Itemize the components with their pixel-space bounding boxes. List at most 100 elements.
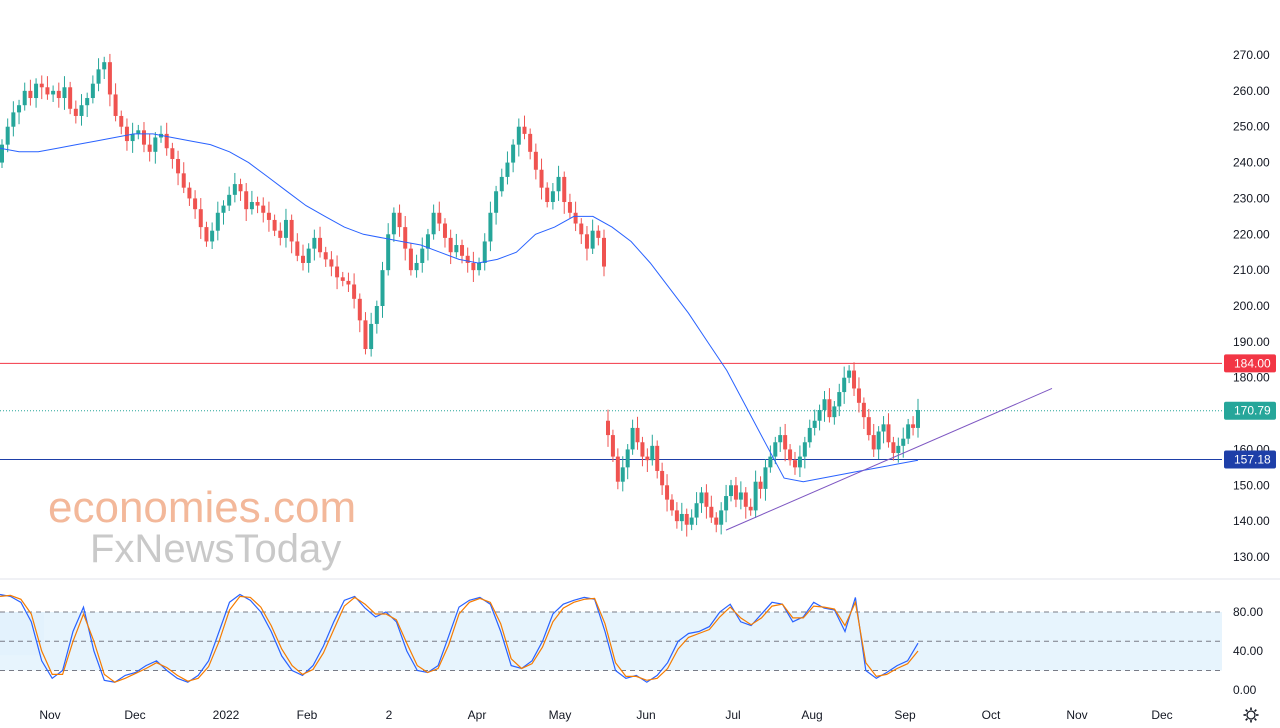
candle-body: [289, 219, 294, 242]
candle-body: [68, 87, 73, 109]
candle-body: [204, 227, 209, 242]
watermark: economies.com FxNewsToday: [48, 483, 356, 571]
candle-body: [62, 87, 67, 99]
stochastic-panel: [0, 593, 919, 683]
candle-body: [477, 262, 482, 271]
candle-body: [669, 499, 674, 511]
candle-body: [861, 402, 866, 418]
candle-body: [380, 270, 385, 306]
candles: [0, 53, 920, 537]
price-tick-label: 270.00: [1233, 48, 1270, 62]
gear-icon-tooth: [1253, 717, 1257, 721]
time-tick-label: Nov: [1066, 708, 1087, 722]
stoch-line-0[interactable]: [0, 593, 919, 683]
candle-body: [323, 252, 328, 260]
gear-icon-tooth: [1253, 709, 1257, 713]
candle-body: [511, 144, 516, 163]
candle-body: [39, 83, 44, 88]
candle-body: [567, 202, 572, 213]
candle-body: [312, 237, 317, 249]
candle-body: [522, 126, 527, 134]
trendline[interactable]: [725, 388, 1053, 531]
candle-body: [369, 323, 374, 350]
level-badge-184-bg: [1224, 354, 1276, 373]
price-tick-label: 190.00: [1233, 335, 1270, 349]
candle-body: [28, 90, 33, 99]
stoch-tick-label: 80.00: [1233, 605, 1263, 619]
stochastic-band: [0, 611, 1222, 671]
candle-body: [147, 144, 152, 152]
price-tick-label: 210.00: [1233, 263, 1270, 277]
price-tick-label: 150.00: [1233, 478, 1270, 492]
last-price-badge: 170.79: [1234, 404, 1271, 418]
candle-body: [374, 306, 379, 324]
candle-body: [896, 445, 901, 454]
candle-body: [748, 506, 753, 511]
candle-body: [606, 420, 610, 436]
time-tick-label: 2022: [213, 708, 240, 722]
candle-body: [556, 176, 561, 192]
gear-icon-center: [1246, 710, 1256, 720]
candle-body: [911, 424, 916, 428]
candle-body: [5, 126, 10, 145]
candle-body: [164, 133, 169, 149]
candle-body: [733, 485, 738, 500]
candle-body: [102, 62, 107, 70]
candle-body: [85, 98, 90, 106]
candle-body: [842, 377, 847, 393]
price-tick-label: 230.00: [1233, 191, 1270, 205]
candle-body: [73, 108, 78, 116]
candle-body: [792, 460, 797, 468]
candle-body: [847, 370, 852, 378]
candle-body: [266, 212, 271, 220]
candle-body: [79, 105, 84, 116]
candle-body: [113, 94, 118, 116]
candle-body: [768, 456, 773, 468]
price-tick-label: 240.00: [1233, 156, 1270, 170]
candle-body: [729, 485, 734, 497]
candle-body: [306, 248, 311, 263]
time-tick-label: Jul: [725, 708, 740, 722]
candle-body: [650, 445, 655, 461]
stoch-line-1[interactable]: [0, 594, 919, 683]
candle-body: [34, 83, 39, 99]
price-tick-label: 200.00: [1233, 299, 1270, 313]
candle-body: [141, 130, 146, 145]
candle-body: [448, 237, 453, 253]
candle-body: [431, 212, 436, 235]
price-tick-label: 140.00: [1233, 514, 1270, 528]
candle-body: [533, 151, 538, 170]
time-tick-label: Aug: [801, 708, 822, 722]
candle-body: [136, 130, 141, 134]
time-tick-label: Nov: [39, 708, 60, 722]
candle-body: [866, 417, 871, 436]
candle-body: [465, 255, 470, 263]
candle-body: [881, 424, 886, 432]
candle-body: [22, 90, 27, 106]
stoch-tick-label: 0.00: [1233, 683, 1257, 697]
candle-body: [437, 212, 442, 224]
candle-body: [630, 427, 635, 450]
candle-body: [283, 219, 288, 238]
candle-body: [901, 438, 906, 446]
price-axis: 270.00 260.00 250.00 240.00 230.00 220.00 210.…: [1233, 48, 1270, 564]
candle-body: [871, 435, 876, 450]
moving-average-line[interactable]: [0, 133, 919, 483]
candle-body: [352, 284, 357, 299]
candle-body: [403, 227, 408, 249]
candle-body: [391, 212, 396, 235]
candle-body: [187, 187, 192, 199]
candle-body: [318, 237, 323, 253]
candle-body: [876, 431, 881, 450]
candle-body: [460, 245, 465, 256]
candle-body: [301, 255, 305, 263]
candle-body: [891, 442, 896, 454]
candle-body: [812, 420, 817, 428]
level-badge-184: 184.00: [1234, 356, 1271, 370]
watermark-fxnewstoday: FxNewsToday: [90, 527, 341, 571]
settings-icon[interactable]: [1243, 707, 1259, 723]
candle-body: [822, 399, 827, 410]
candle-body: [694, 503, 699, 518]
candle-body: [488, 212, 493, 242]
time-tick-label: Apr: [468, 708, 487, 722]
